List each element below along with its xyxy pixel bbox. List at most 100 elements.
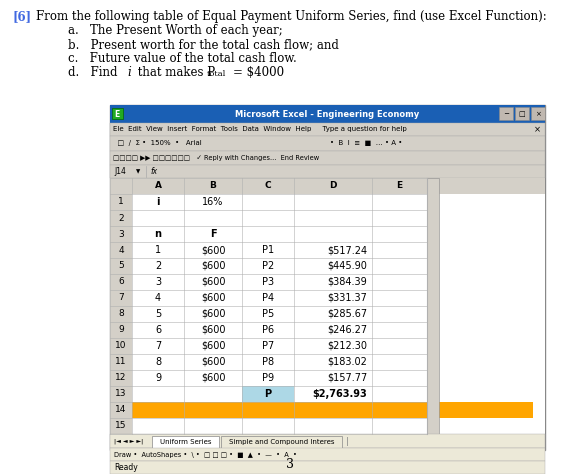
Bar xyxy=(110,402,132,418)
Bar xyxy=(110,434,545,448)
Text: From the following table of Equal Payment Uniform Series, find (use Excel Functi: From the following table of Equal Paymen… xyxy=(36,10,547,23)
Text: P2: P2 xyxy=(262,261,274,271)
Text: 6: 6 xyxy=(118,277,124,286)
Text: $600: $600 xyxy=(201,309,225,319)
Bar xyxy=(110,105,545,123)
Text: E: E xyxy=(114,109,120,118)
Text: 2: 2 xyxy=(118,213,124,222)
Text: $246.27: $246.27 xyxy=(327,325,367,335)
Text: $517.24: $517.24 xyxy=(327,245,367,255)
Text: Ready: Ready xyxy=(114,463,138,472)
Bar xyxy=(152,436,219,448)
Bar xyxy=(110,461,545,474)
Bar xyxy=(515,107,529,120)
Text: 3: 3 xyxy=(118,229,124,238)
Text: 3: 3 xyxy=(286,457,294,471)
Text: 15: 15 xyxy=(115,421,127,430)
Text: P8: P8 xyxy=(262,357,274,367)
Bar xyxy=(110,354,132,370)
Bar xyxy=(110,194,132,210)
Text: fx: fx xyxy=(150,167,157,176)
Bar xyxy=(110,370,132,386)
Bar xyxy=(110,418,132,434)
Text: P5: P5 xyxy=(262,309,274,319)
Text: total: total xyxy=(207,70,227,78)
Bar xyxy=(499,107,513,120)
Bar xyxy=(110,274,132,290)
Text: Simple and Compound Interes: Simple and Compound Interes xyxy=(229,439,334,445)
Text: 16%: 16% xyxy=(202,197,224,207)
Text: 4: 4 xyxy=(155,293,161,303)
Bar xyxy=(221,436,342,448)
Text: E: E xyxy=(396,182,403,191)
Text: 9: 9 xyxy=(118,326,124,335)
Text: •  B  I  ≡  ■  … • A •: • B I ≡ ■ … • A • xyxy=(330,140,402,146)
Text: P6: P6 xyxy=(262,325,274,335)
Text: 1: 1 xyxy=(118,198,124,207)
Text: $183.02: $183.02 xyxy=(327,357,367,367)
Bar xyxy=(110,242,132,258)
Text: 8: 8 xyxy=(118,310,124,319)
Text: ▼: ▼ xyxy=(136,169,140,174)
Text: Draw •  AutoShapes •  \ •  □ □ □ •  ■  ▲  •  —  •  A  •: Draw • AutoShapes • \ • □ □ □ • ■ ▲ • — … xyxy=(114,452,297,457)
Text: ×: × xyxy=(533,125,540,134)
Text: ×: × xyxy=(535,111,541,117)
Text: $600: $600 xyxy=(201,325,225,335)
Text: [6]: [6] xyxy=(12,10,31,23)
Bar xyxy=(110,322,132,338)
Text: 5: 5 xyxy=(155,309,161,319)
Text: 5: 5 xyxy=(118,262,124,271)
Text: 8: 8 xyxy=(155,357,161,367)
Bar xyxy=(531,107,545,120)
Text: P1: P1 xyxy=(262,245,274,255)
Text: $2,763.93: $2,763.93 xyxy=(312,389,367,399)
Text: d.   Find: d. Find xyxy=(68,66,121,79)
Text: 7: 7 xyxy=(155,341,161,351)
Text: $212.30: $212.30 xyxy=(327,341,367,351)
Text: |: | xyxy=(346,437,349,446)
Text: D: D xyxy=(329,182,337,191)
Bar xyxy=(110,338,132,354)
Bar xyxy=(110,306,132,322)
Text: C: C xyxy=(265,182,271,191)
Text: b.   Present worth for the total cash flow; and: b. Present worth for the total cash flow… xyxy=(68,38,339,51)
Text: $445.90: $445.90 xyxy=(327,261,367,271)
Text: □: □ xyxy=(519,111,525,117)
Bar xyxy=(110,123,545,136)
Text: P7: P7 xyxy=(262,341,274,351)
Text: 9: 9 xyxy=(155,373,161,383)
Text: $600: $600 xyxy=(201,373,225,383)
Text: 7: 7 xyxy=(118,293,124,302)
Text: J14: J14 xyxy=(114,167,126,176)
Text: A: A xyxy=(155,182,162,191)
Bar xyxy=(110,402,533,418)
Text: $600: $600 xyxy=(201,293,225,303)
Text: i: i xyxy=(127,66,131,79)
Text: $600: $600 xyxy=(201,341,225,351)
Text: ─: ─ xyxy=(504,111,508,117)
Text: $600: $600 xyxy=(201,261,225,271)
Text: $331.37: $331.37 xyxy=(327,293,367,303)
Text: 2: 2 xyxy=(155,261,161,271)
Bar xyxy=(110,210,132,226)
Text: 11: 11 xyxy=(115,357,127,366)
Text: B: B xyxy=(210,182,217,191)
Bar xyxy=(110,290,132,306)
Bar xyxy=(110,178,545,194)
Text: P9: P9 xyxy=(262,373,274,383)
Bar xyxy=(427,178,439,434)
Text: 4: 4 xyxy=(118,246,124,255)
Text: $600: $600 xyxy=(201,277,225,287)
Text: P3: P3 xyxy=(262,277,274,287)
Bar xyxy=(242,386,294,402)
Text: $285.67: $285.67 xyxy=(327,309,367,319)
Text: n: n xyxy=(155,229,162,239)
Bar xyxy=(112,108,123,119)
Text: 13: 13 xyxy=(115,390,127,399)
Bar xyxy=(110,136,545,151)
Text: □□□□ ▶▶ □□□□□□   ✓ Reply with Changes...  End Review: □□□□ ▶▶ □□□□□□ ✓ Reply with Changes... E… xyxy=(113,155,319,161)
Text: Microsoft Excel - Engineering Economy: Microsoft Excel - Engineering Economy xyxy=(235,109,419,118)
Text: Uniform Series: Uniform Series xyxy=(160,439,211,445)
Text: $600: $600 xyxy=(201,357,225,367)
Bar xyxy=(110,151,545,165)
